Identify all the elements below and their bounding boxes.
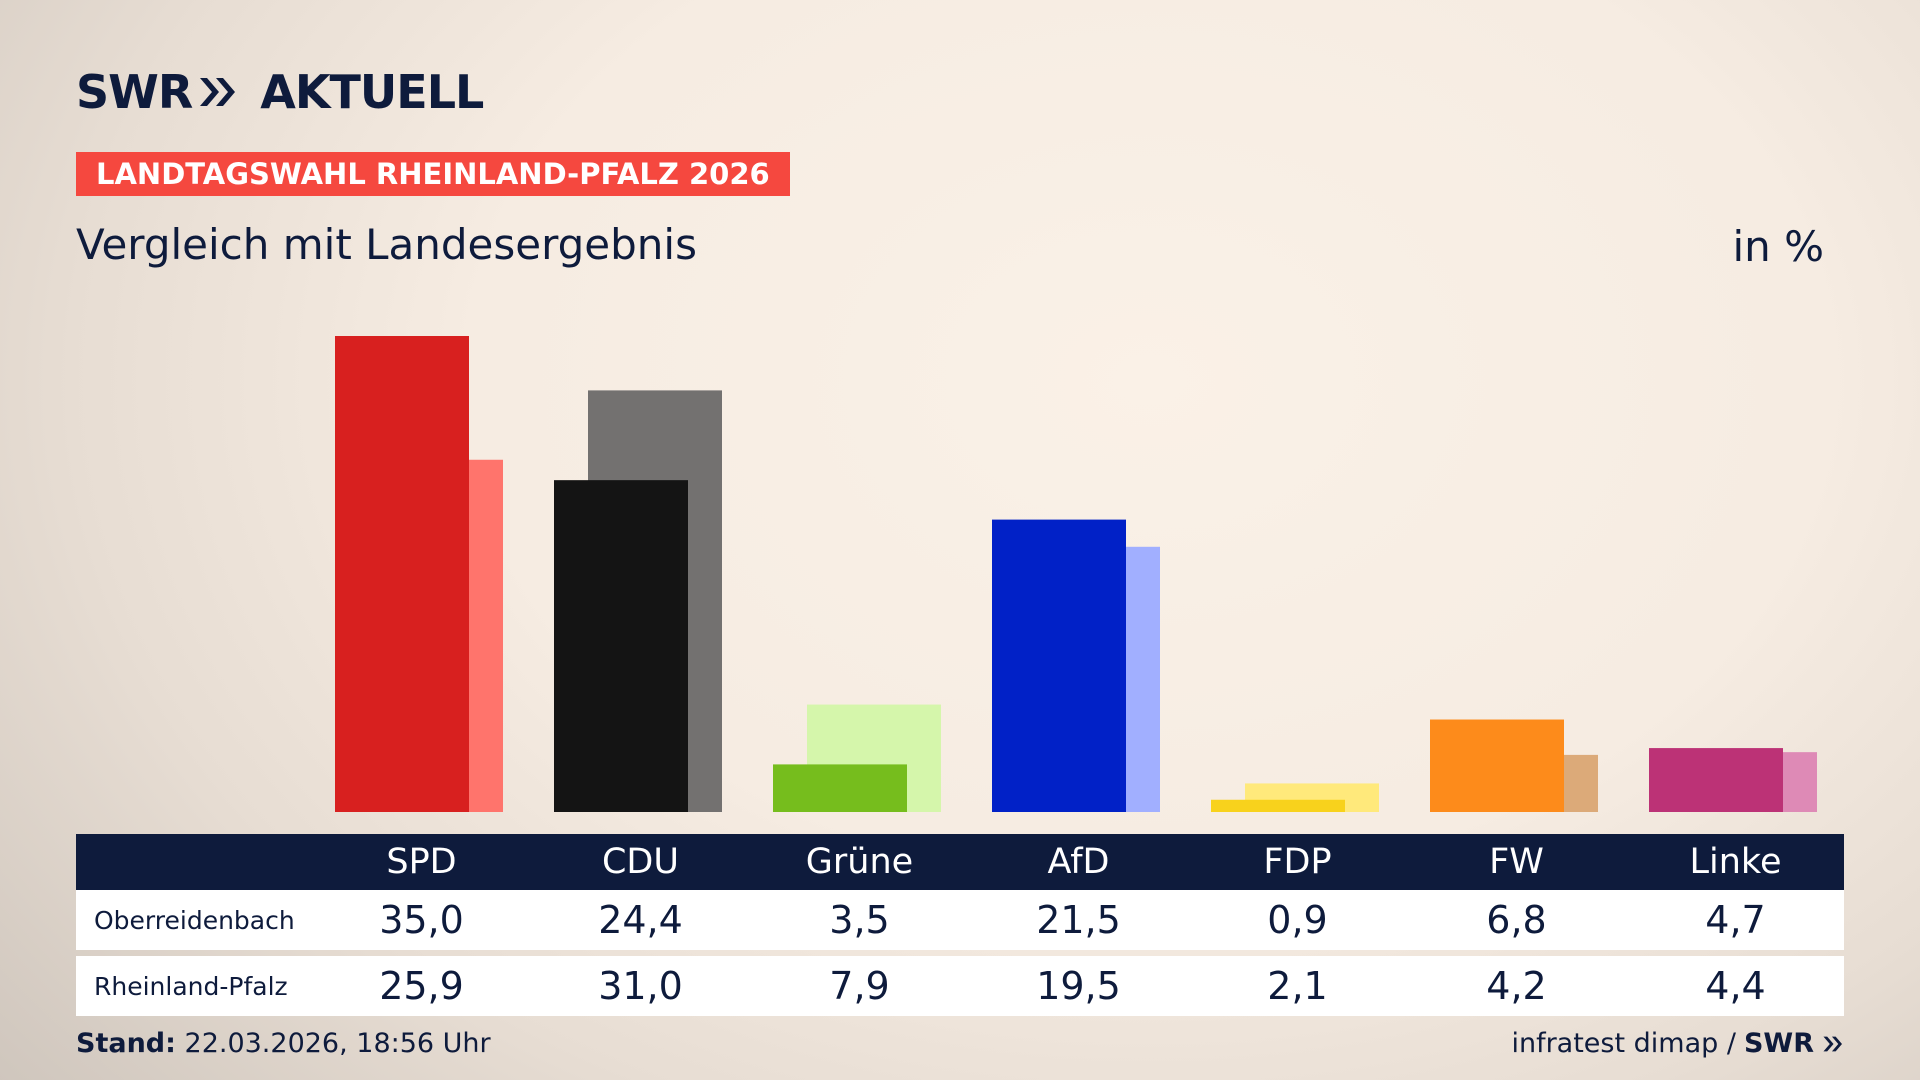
logo-chevron-icon	[198, 75, 238, 109]
election-badge: LANDTAGSWAHL RHEINLAND-PFALZ 2026	[76, 152, 790, 196]
value-cell: 21,5	[1036, 898, 1121, 942]
value-cell: 31,0	[598, 964, 683, 1008]
header-fw: FW	[1489, 842, 1544, 882]
source-chevron-icon	[1823, 1036, 1842, 1051]
source-text: infratest dimap /	[1511, 1028, 1736, 1059]
value-cell: 6,8	[1486, 898, 1547, 942]
value-cell: 24,4	[598, 898, 683, 942]
bar-chart	[335, 336, 1817, 812]
value-cell: 3,5	[829, 898, 890, 942]
value-cell: 7,9	[829, 964, 890, 1008]
logo-aktuell-text: AKTUELL	[260, 65, 484, 119]
stand-label: Stand:	[76, 1028, 176, 1059]
logo-swr-text: SWR	[76, 65, 193, 119]
row-label: Rheinland-Pfalz	[94, 971, 288, 1001]
timestamp: Stand: 22.03.2026, 18:56 Uhr	[76, 1028, 491, 1059]
swr-aktuell-logo: SWR AKTUELL	[76, 65, 484, 119]
value-cell: 2,1	[1267, 964, 1328, 1008]
value-cell: 35,0	[379, 898, 464, 942]
bar-fdp-local	[1211, 799, 1345, 812]
table-header: SPD CDU Grüne AfD FDP FW Linke	[76, 834, 1844, 890]
bar-spd-local	[335, 336, 469, 812]
header-spd: SPD	[386, 842, 457, 882]
table-row-local: Oberreidenbach 35,0 24,4 3,5 21,5 0,9 6,…	[76, 890, 1844, 950]
stand-value: 22.03.2026, 18:56 Uhr	[184, 1028, 491, 1059]
header-fdp: FDP	[1263, 842, 1332, 882]
source-credit: infratest dimap / SWR	[1511, 1028, 1844, 1059]
row-label: Oberreidenbach	[94, 905, 295, 935]
value-cell: 4,7	[1705, 898, 1766, 942]
table-row-state: Rheinland-Pfalz 25,9 31,0 7,9 19,5 2,1 4…	[76, 956, 1844, 1016]
unit-label: in %	[1732, 222, 1824, 271]
value-cell: 4,2	[1486, 964, 1547, 1008]
value-cell: 25,9	[379, 964, 464, 1008]
bar-cdu-local	[554, 480, 688, 812]
header-linke: Linke	[1689, 842, 1782, 882]
header-cdu: CDU	[601, 842, 679, 882]
header-gruene: Grüne	[805, 842, 914, 882]
value-cell: 4,4	[1705, 964, 1766, 1008]
results-table: SPD CDU Grüne AfD FDP FW Linke Oberreide…	[76, 834, 1844, 1016]
bar-linke-local	[1649, 748, 1783, 812]
bar-afd-local	[992, 519, 1126, 812]
source-brand: SWR	[1743, 1028, 1814, 1059]
value-cell: 0,9	[1267, 898, 1328, 942]
chart-subtitle: Vergleich mit Landesergebnis	[76, 220, 697, 269]
bar-gruene-local	[773, 764, 907, 812]
header-afd: AfD	[1047, 842, 1110, 882]
value-cell: 19,5	[1036, 964, 1121, 1008]
bar-fw-local	[1430, 719, 1564, 812]
